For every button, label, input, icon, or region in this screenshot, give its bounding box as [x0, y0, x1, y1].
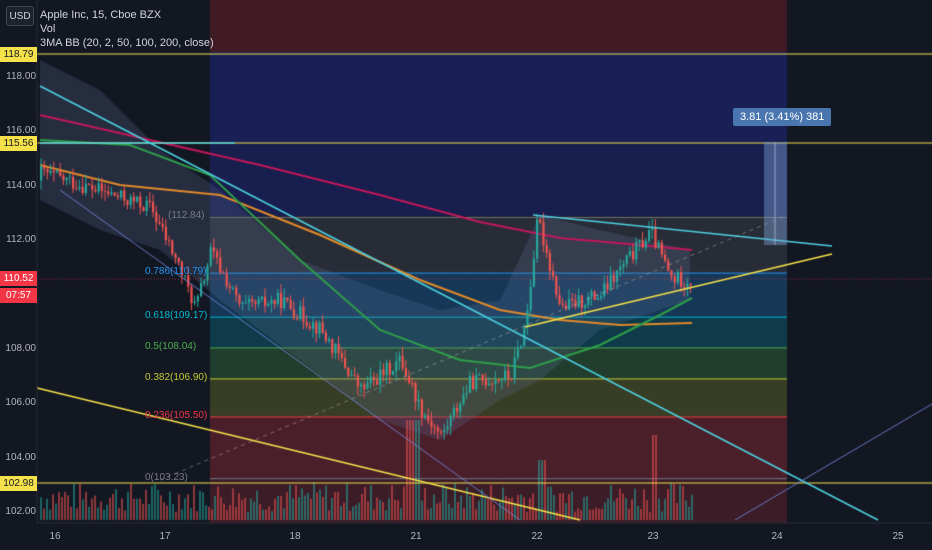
- currency-button[interactable]: USD: [6, 6, 34, 26]
- bar-countdown-badge: 07:57: [0, 288, 37, 303]
- price-badge-upper-line: 118.79: [0, 47, 37, 62]
- fib-level-label: 0.786(110.79): [145, 266, 207, 278]
- price-tick: 118.00: [6, 71, 36, 82]
- price-tick: 116.00: [6, 125, 36, 137]
- time-tick: 18: [289, 531, 301, 542]
- time-tick: 24: [771, 531, 783, 542]
- price-tick: 108.00: [5, 343, 36, 354]
- fib-level-label: 0.236(105.50): [145, 410, 208, 421]
- chart-legend: Apple Inc, 15, Cboe BZX Vol 3MA BB (20, …: [40, 8, 214, 50]
- volume-indicator-label[interactable]: Vol: [40, 23, 56, 35]
- time-tick: 23: [647, 531, 659, 542]
- fib-level-label: 0.5(108.04): [145, 340, 197, 352]
- fib-level-label: 0.382(106.90): [145, 371, 208, 383]
- time-tick: 21: [410, 531, 422, 542]
- time-tick: 17: [159, 531, 171, 542]
- price-tick: 114.00: [6, 179, 36, 191]
- price-badge-mid-line: 115.56: [0, 136, 37, 151]
- price-tick: 104.00: [5, 451, 36, 463]
- fib-level-label: (112.84): [168, 210, 205, 222]
- fib-level-label: 0.618(109.17): [145, 310, 208, 322]
- price-badge-lower-line: 102.98: [0, 476, 37, 491]
- price-badge-current: 110.52: [0, 271, 37, 286]
- bollinger-indicator-label[interactable]: 3MA BB (20, 2, 50, 100, 200, close): [40, 37, 214, 49]
- time-tick: 25: [892, 531, 904, 542]
- fib-level-label: 0(103.23): [145, 471, 188, 483]
- price-tick: 102.00: [5, 506, 36, 518]
- price-tick: 106.00: [5, 397, 36, 409]
- symbol-title[interactable]: Apple Inc, 15, Cboe BZX: [40, 9, 162, 21]
- time-tick: 16: [49, 531, 61, 542]
- time-tick: 22: [531, 531, 543, 542]
- price-tick: 112.00: [6, 234, 36, 246]
- measure-tool-label[interactable]: 3.81 (3.41%) 381: [733, 108, 832, 126]
